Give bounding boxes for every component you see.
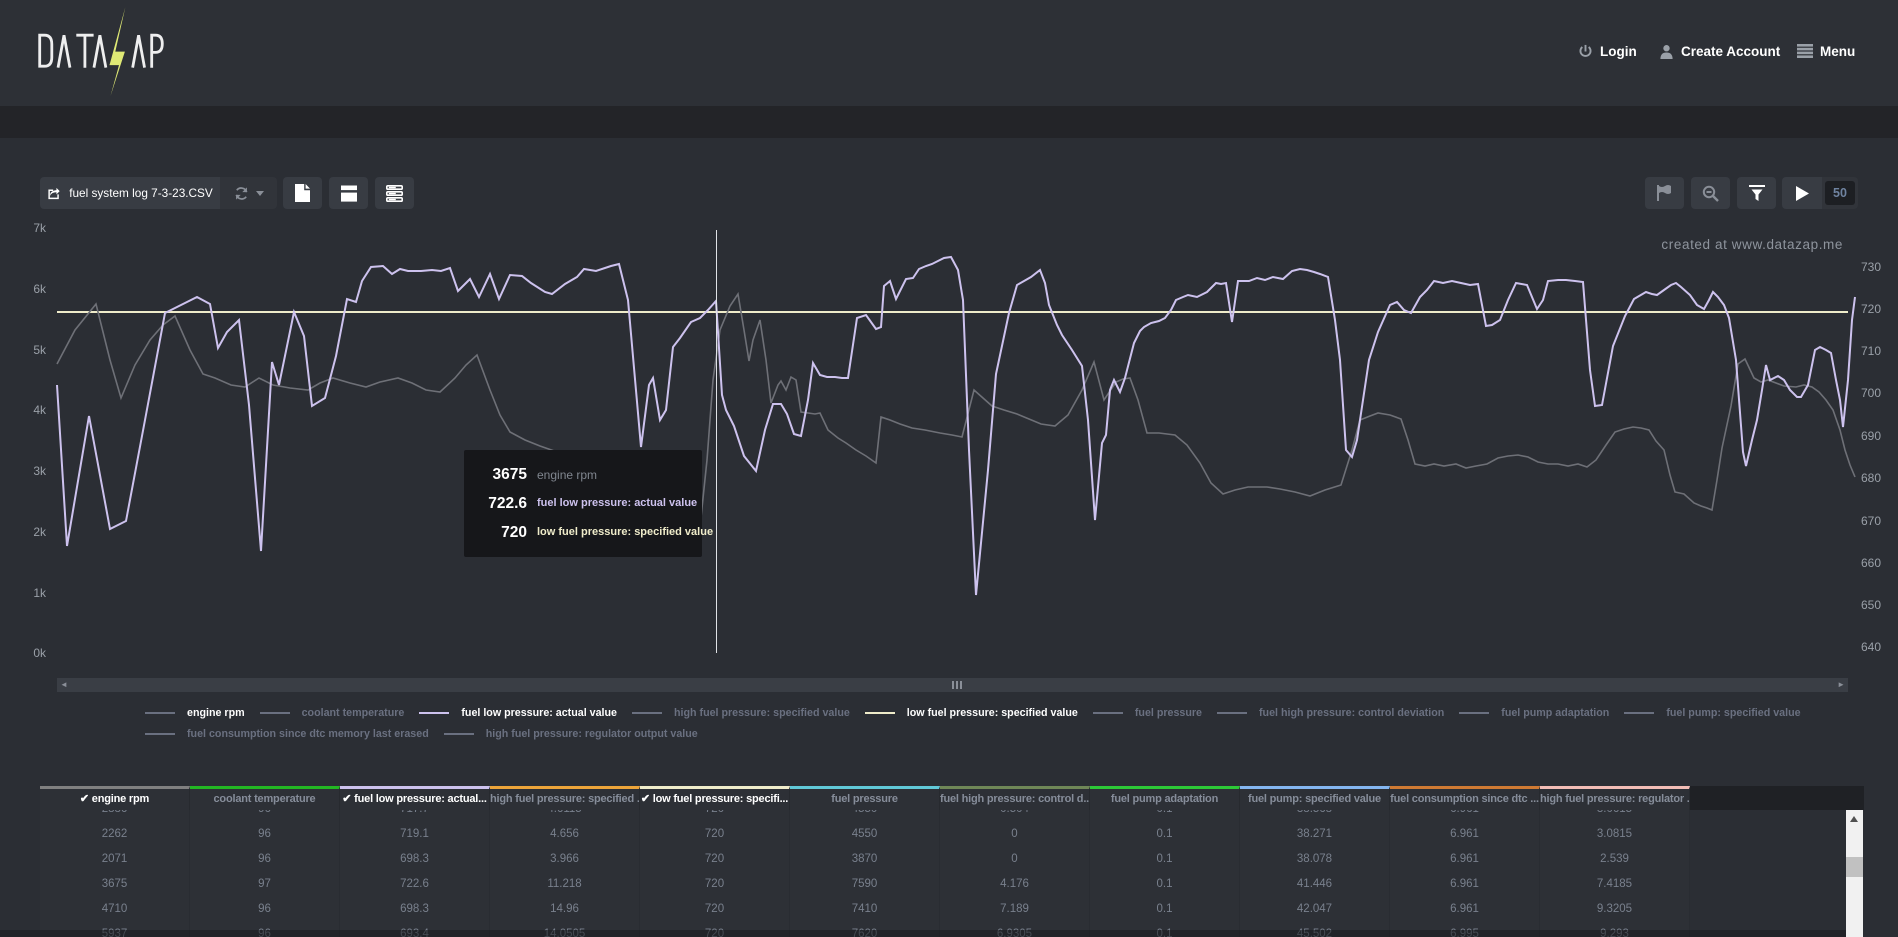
- svg-text:690: 690: [1861, 429, 1881, 443]
- svg-text:1k: 1k: [33, 586, 47, 600]
- svg-text:650: 650: [1861, 598, 1881, 612]
- svg-text:660: 660: [1861, 556, 1881, 570]
- svg-text:4k: 4k: [33, 403, 47, 417]
- svg-text:670: 670: [1861, 514, 1881, 528]
- svg-text:7k: 7k: [33, 221, 47, 235]
- svg-text:640: 640: [1861, 640, 1881, 654]
- svg-text:6k: 6k: [33, 282, 47, 296]
- svg-text:3k: 3k: [33, 464, 47, 478]
- svg-text:created at www.datazap.me: created at www.datazap.me: [1661, 237, 1843, 252]
- svg-text:730: 730: [1861, 260, 1881, 274]
- svg-text:700: 700: [1861, 386, 1881, 400]
- svg-text:710: 710: [1861, 344, 1881, 358]
- svg-text:680: 680: [1861, 471, 1881, 485]
- svg-text:720: 720: [1861, 302, 1881, 316]
- svg-text:2k: 2k: [33, 525, 47, 539]
- svg-text:0k: 0k: [33, 646, 47, 660]
- svg-text:5k: 5k: [33, 343, 47, 357]
